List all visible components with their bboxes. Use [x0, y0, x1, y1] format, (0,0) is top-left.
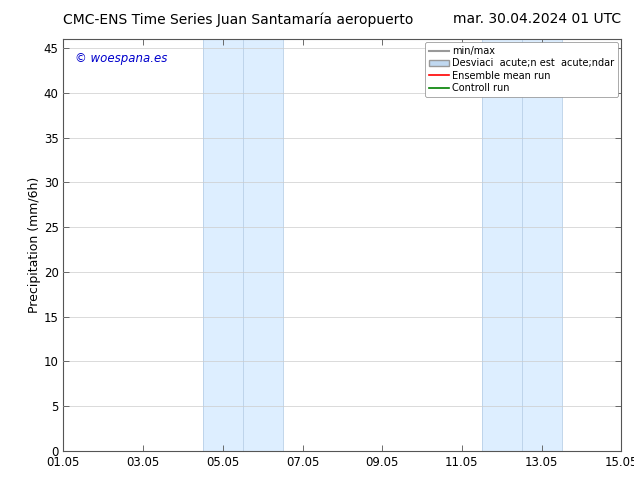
Bar [203, 39, 283, 451]
Y-axis label: Precipitation (mm/6h): Precipitation (mm/6h) [28, 177, 41, 313]
Text: mar. 30.04.2024 01 UTC: mar. 30.04.2024 01 UTC [453, 12, 621, 26]
Text: © woespana.es: © woespana.es [75, 51, 167, 65]
Bar [482, 39, 562, 451]
Text: CMC-ENS Time Series Juan Santamaría aeropuerto: CMC-ENS Time Series Juan Santamaría aero… [63, 12, 414, 27]
Legend: min/max, Desviaci  acute;n est  acute;ndar, Ensemble mean run, Controll run: min/max, Desviaci acute;n est acute;ndar… [425, 42, 618, 97]
